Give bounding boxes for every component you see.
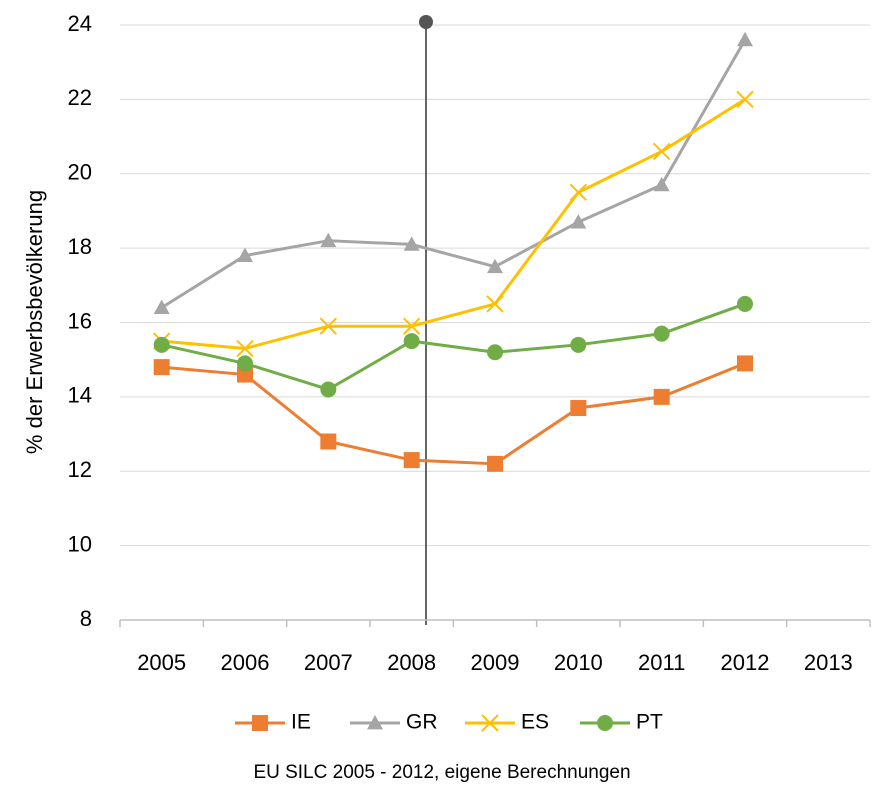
marker xyxy=(320,381,337,398)
marker xyxy=(320,433,337,450)
marker xyxy=(487,455,503,472)
marker xyxy=(236,339,254,358)
marker xyxy=(403,452,420,469)
marker xyxy=(653,176,670,192)
x-tick-label: 2007 xyxy=(304,650,353,675)
y-tick-label: 16 xyxy=(68,308,92,333)
y-tick-label: 12 xyxy=(68,457,92,482)
x-tick-label: 2009 xyxy=(471,650,520,675)
x-tick-label: 2010 xyxy=(554,650,603,675)
legend-marker xyxy=(481,714,499,732)
marker xyxy=(736,90,754,109)
marker xyxy=(569,183,588,202)
marker xyxy=(153,299,170,315)
x-tick-label: 2005 xyxy=(137,650,186,675)
marker xyxy=(737,31,753,47)
marker xyxy=(153,336,170,353)
marker xyxy=(737,355,753,372)
marker xyxy=(570,214,587,229)
legend-label: GR xyxy=(406,711,438,734)
x-tick-label: 2013 xyxy=(804,650,853,675)
series-line xyxy=(161,362,746,466)
marker xyxy=(487,344,503,361)
marker xyxy=(403,333,420,350)
marker-line-dot xyxy=(419,15,433,29)
marker xyxy=(737,295,753,312)
marker xyxy=(237,366,253,383)
series-line xyxy=(160,39,747,309)
marker xyxy=(487,258,503,274)
y-tick-label: 8 xyxy=(80,606,92,631)
marker xyxy=(320,232,337,248)
y-tick-label: 20 xyxy=(68,160,92,185)
marker xyxy=(570,400,587,417)
y-tick-label: 24 xyxy=(68,11,92,36)
x-tick-label: 2008 xyxy=(387,650,436,675)
y-tick-label: 22 xyxy=(68,85,92,110)
marker xyxy=(570,336,587,353)
legend-marker xyxy=(367,715,383,730)
marker xyxy=(237,247,253,262)
marker xyxy=(653,325,670,342)
y-tick-label: 10 xyxy=(68,531,92,556)
x-tick-label: 2012 xyxy=(721,650,770,675)
marker xyxy=(237,355,253,372)
legend-marker xyxy=(252,715,268,731)
x-tick-label: 2011 xyxy=(638,650,685,675)
y-axis-label: % der Erwerbsbevölkerung xyxy=(22,190,47,454)
marker xyxy=(653,388,670,405)
x-tick-label: 2006 xyxy=(221,650,270,675)
series-line xyxy=(161,302,746,391)
legend-label: PT xyxy=(636,711,663,734)
marker xyxy=(403,236,420,251)
series-line xyxy=(161,98,746,351)
legend-label: IE xyxy=(291,711,311,734)
marker xyxy=(319,317,338,335)
legend-label: ES xyxy=(521,711,549,734)
source-note: EU SILC 2005 - 2012, eigene Berechnungen xyxy=(253,762,630,783)
marker xyxy=(153,359,170,376)
y-tick-label: 18 xyxy=(68,234,92,259)
marker xyxy=(402,317,421,335)
marker xyxy=(652,142,671,161)
marker xyxy=(486,295,504,313)
y-tick-label: 14 xyxy=(68,383,92,408)
legend-marker xyxy=(597,715,613,731)
